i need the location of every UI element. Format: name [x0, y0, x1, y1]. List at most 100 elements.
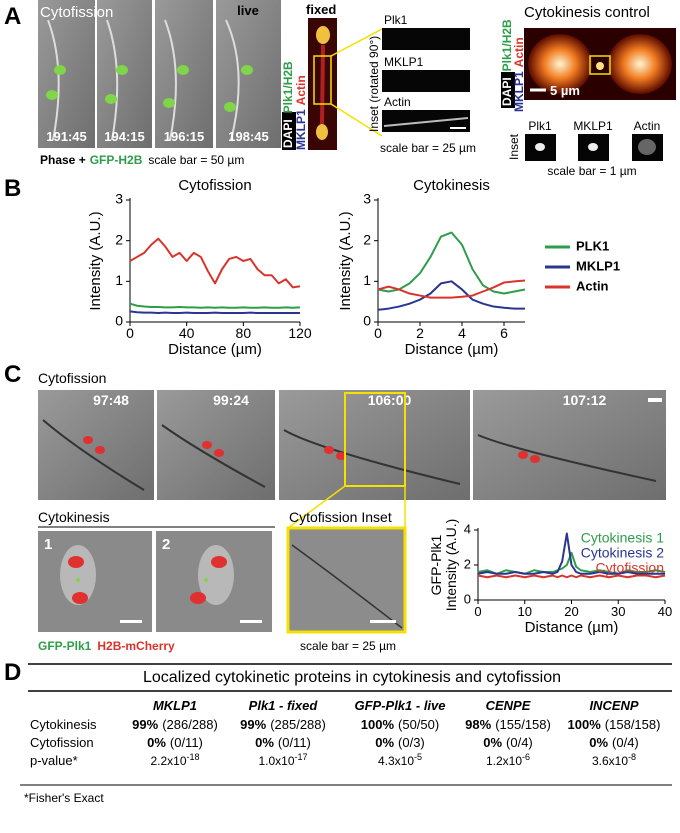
table-cell: 0% (0/4) [589, 735, 639, 750]
caption-phase: Phase + [40, 153, 86, 167]
cell-outline [42, 419, 145, 491]
y-tick-label: 2 [115, 231, 123, 247]
x-tick-label: 30 [611, 604, 625, 619]
signal [638, 139, 656, 155]
x-tick-label: 120 [288, 325, 312, 341]
control-inset: Inset [507, 133, 521, 160]
cell-base: 1.2x10 [486, 754, 522, 768]
cell-outline [477, 434, 657, 482]
inset-box [344, 392, 406, 487]
live-label: live [237, 3, 259, 18]
chart-title: Cytokinesis [413, 177, 490, 194]
nucleus [72, 592, 88, 604]
cell-percent: 99% [132, 717, 158, 732]
table-cell: 100% (158/158) [568, 717, 661, 732]
data-line [129, 237, 301, 289]
row-title: Cytokinesis [38, 509, 110, 525]
stain-dapi: DAPI [500, 77, 514, 106]
cell-exponent: -5 [414, 752, 422, 762]
time-stamp: 198:45 [228, 129, 268, 144]
cell-percent: 0% [147, 735, 166, 750]
x-tick-label: 40 [179, 325, 195, 341]
y-axis-label: Intensity (A.U.) [443, 519, 459, 612]
cell-outline [225, 19, 240, 141]
data-line [377, 231, 526, 295]
time-stamp: 196:15 [164, 129, 204, 144]
midbody [596, 62, 604, 70]
x-tick-label: 4 [458, 325, 466, 341]
y-tick-label: 0 [464, 591, 471, 606]
caption-h2b: GFP-H2B [90, 153, 143, 167]
cell-percent: 100% [361, 717, 395, 732]
stain-label: DAPI Plk1/H2B [281, 61, 295, 148]
table-cell: 99% (286/288) [132, 717, 218, 732]
y-tick-label: 1 [115, 272, 123, 288]
inset-box [313, 55, 332, 105]
legend-label: MKLP1 [576, 258, 620, 273]
fixed-label: fixed [306, 2, 336, 17]
stain-actin: Actin [512, 37, 526, 67]
legend-label: Cytofission [596, 560, 664, 576]
x-tick-label: 40 [658, 604, 672, 619]
nucleus [190, 592, 206, 604]
table-cell: 100% (50/50) [361, 717, 439, 732]
stain-mklp1: MKLP1 [512, 71, 526, 112]
nucleus [336, 452, 346, 460]
time-stamp: 191:45 [46, 129, 86, 144]
inset-image [382, 70, 470, 92]
footnote: *Fisher's Exact [24, 791, 104, 805]
cell-percent: 98% [465, 717, 491, 732]
cell-base: 2.2x10 [150, 754, 186, 768]
time-stamp: 194:15 [104, 129, 144, 144]
connector [287, 485, 346, 529]
dapi-box [282, 112, 296, 150]
cell-outline [47, 19, 60, 141]
scale-caption: scale bar = 25 µm [300, 639, 396, 653]
nucleus [68, 556, 84, 568]
y-tick-label: 3 [363, 191, 371, 207]
y-tick-label: 0 [363, 313, 371, 329]
table-title: Localized cytokinetic proteins in cytoki… [143, 669, 561, 686]
stain-plk1: Plk1/H2B [500, 19, 514, 71]
cell-count: (286/288) [162, 717, 218, 732]
y-tick-label: 3 [115, 191, 123, 207]
cell-count: (0/11) [170, 735, 203, 750]
y-tick-label: 2 [363, 231, 371, 247]
scale-bar [648, 398, 662, 402]
data-line [129, 310, 300, 315]
table-cell: 0% (0/11) [147, 735, 203, 750]
cell-count: (285/288) [270, 717, 326, 732]
row-title: Cytofission [38, 370, 106, 386]
control-inset-label: Actin [634, 119, 661, 133]
cell-percent: 0% [375, 735, 394, 750]
nucleus [202, 441, 212, 449]
panel-letter: C [4, 361, 21, 388]
nucleus [324, 446, 334, 454]
stain-mklp1: MKLP1 [294, 109, 308, 150]
table-cell: 98% (155/158) [465, 717, 551, 732]
nucleus [518, 451, 528, 459]
column-header: Plk1 - fixed [249, 698, 319, 713]
y-tick-label: 0 [115, 313, 123, 329]
y-axis-label: GFP-Plk1 [428, 534, 444, 595]
data-line [129, 302, 301, 309]
cell-base: 3.6x10 [592, 754, 628, 768]
fiber [291, 544, 403, 629]
cell-percent: 0% [255, 735, 274, 750]
caption: Phase + GFP-H2B scale bar = 50 µm [40, 153, 244, 167]
phase-image [279, 390, 470, 500]
panel-letter: B [4, 175, 21, 202]
nucleus [95, 446, 105, 454]
control-scale: 5 µm [550, 83, 580, 98]
stain-label: MKLP1 Actin [512, 37, 526, 112]
dapi-box [501, 72, 515, 108]
cell-count: (0/4) [612, 735, 639, 750]
x-axis-label: Distance (µm) [405, 341, 499, 358]
inset-title: Cytofission Inset [289, 509, 392, 525]
y-tick-label: 4 [464, 521, 471, 536]
inset-scale: scale bar = 25 µm [380, 141, 476, 155]
legend-label: Cytokinesis 1 [581, 530, 664, 546]
y-tick-label: 1 [363, 272, 371, 288]
stain-plk1: Plk1/H2B [281, 61, 295, 113]
legend-label: Cytokinesis 2 [581, 545, 664, 561]
